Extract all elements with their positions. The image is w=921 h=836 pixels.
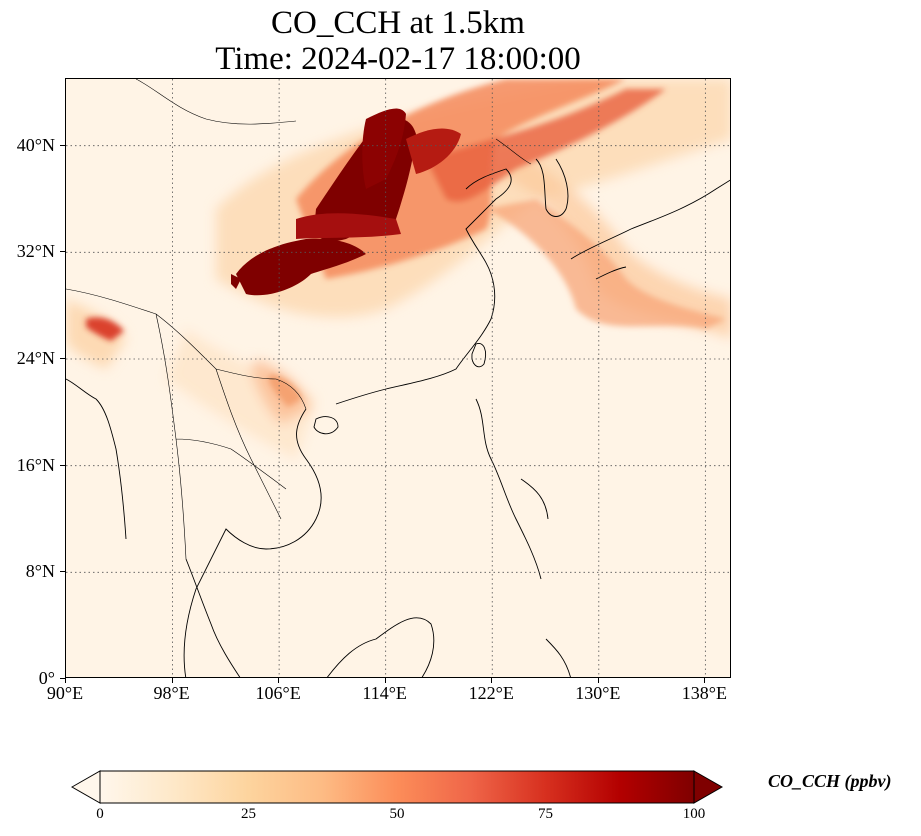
- y-tick-mark: [60, 571, 65, 573]
- colorbar-tick-label: 75: [538, 806, 553, 822]
- map-panel: [65, 78, 731, 678]
- colorbar-tick-label: 25: [241, 806, 256, 822]
- country-borders-north: [135, 79, 532, 165]
- coastlines-and-borders: [66, 79, 730, 677]
- y-tick-label: 0°: [38, 668, 55, 688]
- figure-title-line1: CO_CCH at 1.5km: [271, 5, 525, 41]
- y-tick-label: 32°N: [16, 241, 55, 262]
- y-tick-mark: [60, 358, 65, 359]
- coastline-china: [335, 168, 512, 405]
- x-tick-label: 138°E: [681, 683, 727, 703]
- x-tick-mark: [171, 678, 173, 683]
- colorbar: [70, 770, 724, 804]
- x-tick-label: 90°E: [46, 683, 84, 703]
- x-tick-label: 114°E: [362, 683, 407, 703]
- colorbar-extend-min: [70, 770, 101, 804]
- country-borders: [66, 288, 307, 560]
- y-tick-mark: [60, 251, 65, 253]
- colorbar-tick-label: 50: [389, 806, 405, 822]
- coastline-sulawesi: [545, 638, 571, 677]
- coastline-hainan: [313, 416, 339, 435]
- coastline-indochina: [183, 408, 322, 677]
- x-tick-mark: [65, 678, 66, 683]
- colorbar-label: CO_CCH (ppbv): [768, 771, 892, 791]
- y-tick-mark: [60, 678, 65, 679]
- map-canvas: [66, 79, 730, 677]
- x-tick-mark: [704, 678, 706, 683]
- figure-title-line2: Time: 2024-02-17 18:00:00: [215, 41, 581, 77]
- co-concentration-field: [66, 79, 730, 677]
- colorbar-extend-max: [693, 770, 724, 804]
- y-tick-label: 24°N: [16, 348, 55, 368]
- coastline-borneo: [326, 617, 435, 677]
- x-tick-label: 106°E: [255, 683, 301, 703]
- colorbar-gradient: [99, 770, 695, 804]
- x-tick-label: 98°E: [153, 683, 190, 703]
- y-tick-label: 8°N: [25, 561, 55, 582]
- x-tick-mark: [384, 678, 386, 683]
- y-tick-label: 16°N: [16, 454, 55, 475]
- x-tick-label: 130°E: [575, 683, 621, 703]
- y-tick-label: 40°N: [16, 134, 55, 155]
- x-tick-label: 122°E: [468, 683, 514, 703]
- plume-core: [231, 108, 461, 296]
- colorbar-tick-label: 100: [682, 806, 706, 822]
- coastline-philippines: [475, 398, 549, 580]
- colorbar-tick-label: 0: [96, 806, 104, 822]
- y-tick-mark: [60, 144, 65, 146]
- x-tick-mark: [491, 678, 493, 683]
- x-tick-mark: [597, 678, 599, 683]
- y-tick-mark: [60, 464, 65, 466]
- x-tick-mark: [278, 678, 280, 683]
- coastline-bay-of-bengal: [66, 378, 127, 540]
- graticule: [66, 79, 730, 677]
- coastline-malay: [185, 558, 241, 677]
- coastline-korea: [535, 158, 569, 217]
